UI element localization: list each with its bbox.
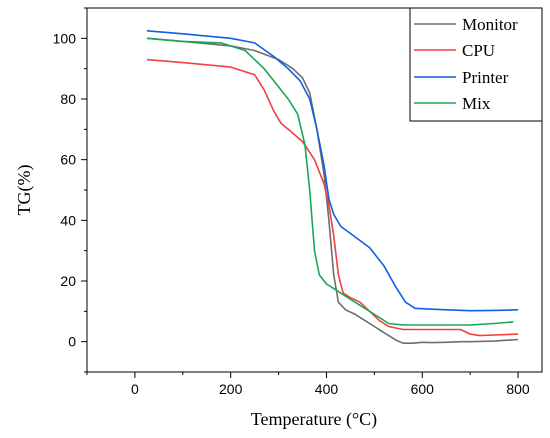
x-tick-label: 0 bbox=[131, 381, 139, 397]
x-tick-label: 800 bbox=[506, 381, 530, 397]
y-tick-label: 20 bbox=[60, 273, 76, 289]
legend: Monitor CPU Printer Mix bbox=[409, 7, 543, 122]
y-tick-label: 40 bbox=[60, 212, 76, 228]
x-tick-label: 600 bbox=[411, 381, 435, 397]
y-tick-label: 0 bbox=[68, 334, 76, 350]
legend-label-cpu: CPU bbox=[462, 41, 495, 60]
series-line-mix bbox=[146, 37, 514, 326]
legend-label-printer: Printer bbox=[462, 68, 509, 87]
x-axis-title: Temperature (°C) bbox=[251, 409, 377, 430]
series-layer bbox=[146, 30, 519, 344]
legend-label-monitor: Monitor bbox=[462, 15, 518, 34]
axis-ticks: 0 200 400 600 800 0 20 40 60 80 100 bbox=[53, 7, 530, 397]
series-line-cpu bbox=[146, 58, 519, 337]
series-line-monitor bbox=[146, 37, 519, 344]
y-tick-label: 80 bbox=[60, 91, 76, 107]
y-axis-title: TG(%) bbox=[14, 165, 35, 216]
y-tick-label: 60 bbox=[60, 152, 76, 168]
x-tick-label: 400 bbox=[315, 381, 339, 397]
x-tick-label: 200 bbox=[219, 381, 243, 397]
y-tick-label: 100 bbox=[53, 30, 77, 46]
legend-box bbox=[409, 7, 543, 122]
legend-label-mix: Mix bbox=[462, 94, 491, 113]
series-line-printer bbox=[146, 30, 519, 312]
